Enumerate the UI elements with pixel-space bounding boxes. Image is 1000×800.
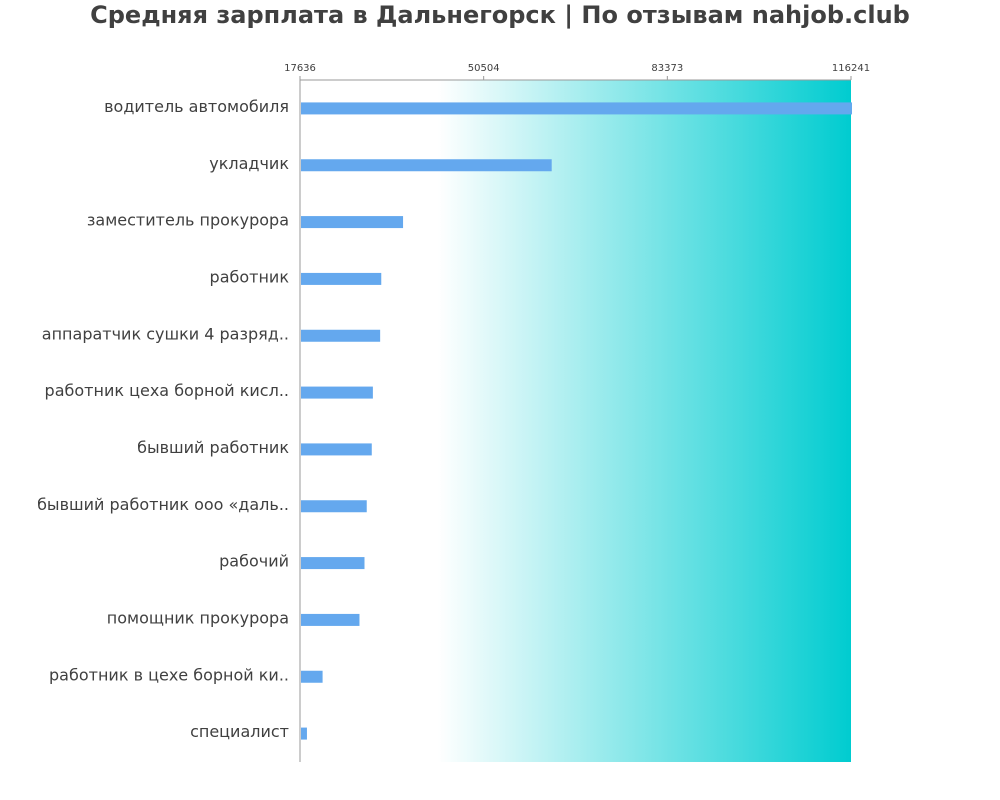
bar <box>301 670 323 683</box>
x-tick-label: 17636 <box>284 63 316 74</box>
x-tick-label: 116241 <box>832 63 870 74</box>
bars <box>301 102 852 740</box>
x-tick-label: 50504 <box>468 63 500 74</box>
category-label: работник цеха борной кисл.. <box>45 381 289 400</box>
bar <box>301 727 307 740</box>
category-label: бывший работник <box>137 438 289 457</box>
category-label: заместитель прокурора <box>87 211 289 230</box>
bar <box>301 386 373 399</box>
bar <box>301 500 367 513</box>
x-axis: 17636 50504 83373 116241 <box>284 63 870 81</box>
bar <box>301 443 372 456</box>
bar <box>301 329 381 342</box>
category-label: специалист <box>190 722 289 741</box>
bar <box>301 272 382 285</box>
category-label: помощник прокурора <box>107 608 289 627</box>
category-label: работник в цехе борной ки.. <box>49 665 289 684</box>
bar <box>301 613 360 626</box>
category-label: работник <box>210 267 290 286</box>
bar <box>301 216 404 229</box>
category-label: аппаратчик сушки 4 разряд.. <box>42 324 289 343</box>
bar <box>301 159 552 172</box>
category-label: водитель автомобиля <box>104 97 289 116</box>
chart-title: Средняя зарплата в Дальнегорск | По отзы… <box>90 1 910 29</box>
category-label: рабочий <box>219 552 289 571</box>
category-label: укладчик <box>209 154 289 173</box>
bar <box>301 102 852 115</box>
x-tick-label: 83373 <box>651 63 683 74</box>
bar <box>301 557 365 570</box>
category-label: бывший работник ооо «даль.. <box>37 495 289 514</box>
category-labels: водитель автомобиля укладчик заместитель п… <box>37 97 289 741</box>
plot-background <box>300 80 851 762</box>
